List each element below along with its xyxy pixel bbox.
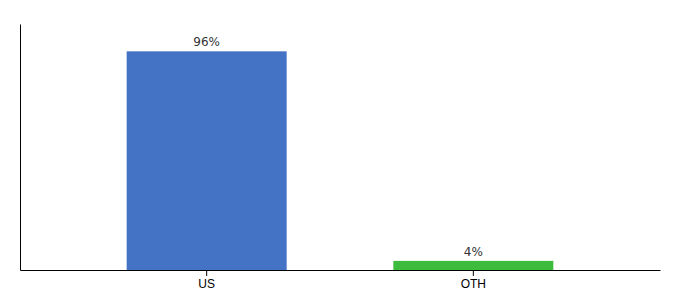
x-tick: US: [198, 270, 215, 291]
x-tick-mark: [473, 270, 474, 276]
x-axis: US OTH: [21, 270, 661, 291]
data-label: 4%: [464, 245, 483, 259]
x-tick-label: US: [198, 277, 215, 291]
data-label: 96%: [193, 35, 220, 49]
y-axis-line: [20, 25, 21, 271]
chart: US OTH 96% 4%: [0, 0, 680, 300]
y-axis: [20, 25, 21, 271]
x-tick-label: OTH: [461, 277, 486, 291]
bar: [393, 261, 553, 270]
x-axis-line: [21, 270, 661, 271]
bars: [127, 51, 554, 270]
x-tick: OTH: [461, 270, 486, 291]
x-tick-mark: [206, 270, 207, 276]
bar: [127, 51, 287, 270]
plot: US OTH 96% 4%: [21, 25, 661, 291]
data-labels: 96% 4%: [193, 35, 483, 259]
